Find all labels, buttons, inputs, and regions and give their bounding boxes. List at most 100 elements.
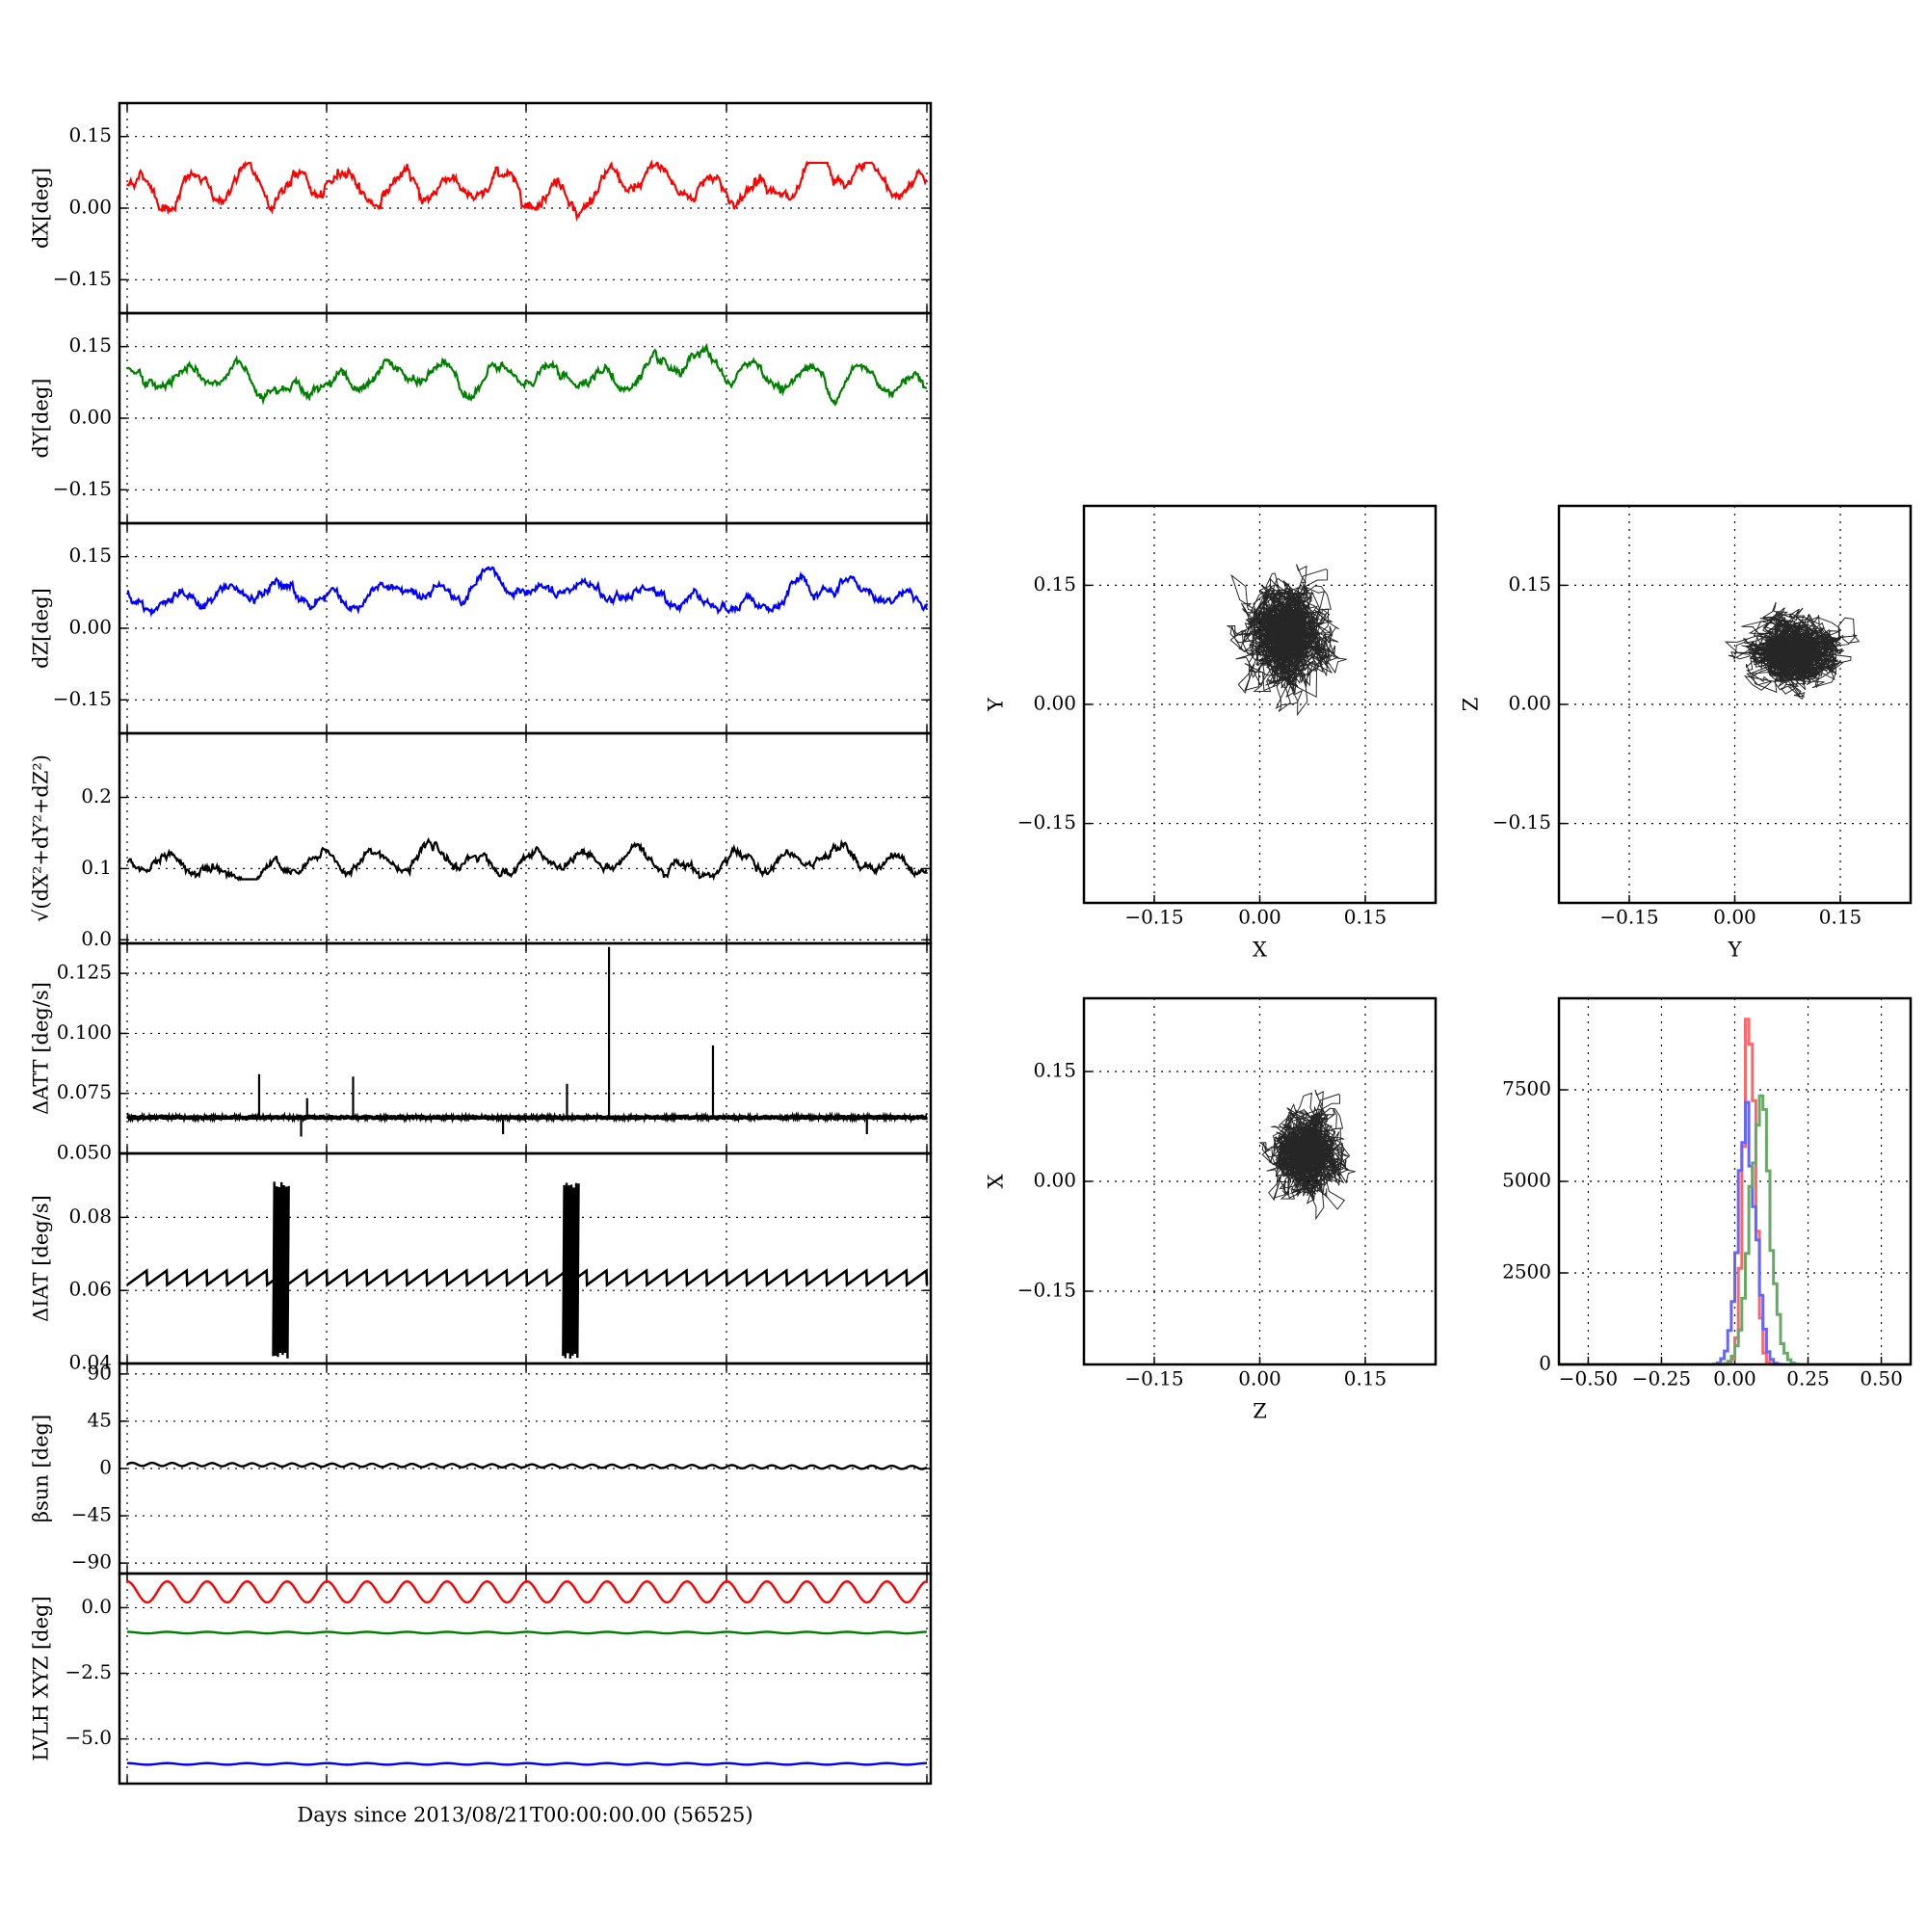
trajectory-cloud <box>1226 564 1347 717</box>
y-axis-label: LVLH XYZ [deg] <box>30 1596 53 1760</box>
x-tick-label: −0.50 <box>1559 1367 1618 1390</box>
zx-scatter-panel: −0.15 0.00 0.15 0.15 0.00 −0.15 Z X <box>985 996 1438 1423</box>
x-tick-label: 0.15 <box>1344 906 1387 929</box>
y-tick-label: 0 <box>99 1456 112 1479</box>
x-axis-label: X <box>1253 939 1267 962</box>
x-tick-label: 0.15 <box>1819 906 1862 929</box>
histogram-panel: −0.50 −0.25 0.00 0.25 0.50 7500 5000 2500 0 <box>1502 996 1913 1390</box>
y-tick-label: 0.00 <box>1033 692 1076 715</box>
axes-frame <box>118 311 933 525</box>
y-tick-label: 0.0 <box>81 1595 112 1618</box>
series-line <box>126 1630 928 1635</box>
y-tick-label: 0.15 <box>1033 1059 1076 1082</box>
x-tick-label: 0.00 <box>1238 1367 1281 1390</box>
y-tick-label: −90 <box>71 1550 112 1574</box>
y-tick-label: −0.15 <box>1492 810 1551 834</box>
y-tick-label: 0.15 <box>68 333 112 357</box>
y-tick-label: −45 <box>71 1503 112 1526</box>
axes-frame <box>1557 996 1913 1366</box>
y-tick-label: 0.00 <box>1508 692 1551 715</box>
yz-scatter-panel: −0.15 0.00 0.15 0.15 0.00 −0.15 Y Z <box>1460 504 1913 962</box>
axes-frame <box>1082 504 1438 905</box>
y-tick-label: −0.15 <box>53 477 112 500</box>
datt-panel: 0.125 0.100 0.075 0.050 ΔATT [deg/s] <box>30 941 933 1164</box>
y-tick-label: 0.08 <box>68 1204 112 1228</box>
y-axis-label: √(dX²+dY²+dZ²) <box>30 754 53 922</box>
y-tick-label: 0.15 <box>68 123 112 146</box>
y-axis-label: dX[deg] <box>30 168 53 249</box>
x-axis-label: Z <box>1253 1400 1267 1423</box>
y-tick-label: 2500 <box>1502 1260 1551 1284</box>
x-tick-label: 0.50 <box>1860 1367 1903 1390</box>
diat-panel: 0.08 0.06 0.04 ΔIAT [deg/s] <box>30 1151 933 1374</box>
y-tick-label: 7500 <box>1502 1077 1551 1100</box>
y-tick-label: −0.15 <box>1017 810 1076 834</box>
axes-frame <box>1082 996 1438 1366</box>
y-tick-label: 0.00 <box>68 196 112 219</box>
axes-frame <box>1557 504 1913 905</box>
series-line <box>126 1268 929 1287</box>
y-tick-label: 0.100 <box>57 1020 112 1044</box>
y-tick-label: 0.15 <box>68 543 112 567</box>
axes-frame <box>118 521 933 735</box>
series-line <box>126 159 928 223</box>
y-tick-label: 0.04 <box>68 1351 112 1374</box>
y-tick-label: 0.075 <box>57 1080 112 1103</box>
series-line <box>126 566 929 618</box>
x-tick-label: 0.15 <box>1344 1367 1387 1390</box>
series-line <box>126 342 928 407</box>
y-tick-label: 0.0 <box>81 927 112 950</box>
x-axis-label: Days since 2013/08/21T00:00:00.00 (56525… <box>297 1804 752 1827</box>
y-tick-label: 0.2 <box>81 784 112 807</box>
y-tick-label: 0.125 <box>57 961 112 984</box>
y-tick-label: 45 <box>88 1408 112 1431</box>
y-tick-label: 5000 <box>1502 1169 1551 1192</box>
y-tick-label: 90 <box>88 1361 112 1384</box>
histogram-step <box>1559 1100 1911 1366</box>
y-axis-label: βsun [deg] <box>30 1415 53 1522</box>
burst-mark <box>272 1181 290 1359</box>
trajectory-cloud <box>1258 1089 1356 1221</box>
y-tick-label: 0.00 <box>68 616 112 639</box>
trajectory-cloud <box>1724 601 1861 701</box>
y-axis-label: dZ[deg] <box>30 588 53 669</box>
y-tick-label: 0 <box>1539 1352 1551 1375</box>
y-tick-label: −0.15 <box>1017 1279 1076 1302</box>
dr-panel: 0.2 0.1 0.0 √(dX²+dY²+dZ²) <box>30 731 933 950</box>
y-tick-label: 0.050 <box>57 1141 112 1164</box>
y-axis-label: ΔATT [deg/s] <box>30 982 53 1115</box>
lvlh-panel: 0.0 −2.5 −5.0 LVLH XYZ [deg] Days since 2013… <box>30 1572 933 1827</box>
y-axis-label: X <box>985 1174 1008 1188</box>
axes-frame <box>118 1151 933 1365</box>
x-tick-label: 0.00 <box>1713 1367 1756 1390</box>
y-tick-label: −2.5 <box>65 1660 112 1683</box>
axes-frame <box>118 731 933 945</box>
x-tick-label: 0.00 <box>1238 906 1281 929</box>
y-tick-label: 0.1 <box>81 856 112 879</box>
y-axis-label: Z <box>1460 698 1483 712</box>
y-tick-label: 0.00 <box>1033 1169 1076 1192</box>
y-tick-label: 0.15 <box>1033 572 1076 595</box>
xy-scatter-panel: −0.15 0.00 0.15 0.15 0.00 −0.15 X Y <box>985 504 1438 962</box>
x-tick-label: −0.15 <box>1124 1367 1183 1390</box>
axes-frame <box>118 1572 933 1786</box>
y-axis-label: ΔIAT [deg/s] <box>30 1195 53 1322</box>
y-tick-label: 0.15 <box>1508 572 1551 595</box>
series-line <box>126 1461 928 1470</box>
y-axis-label: dY[deg] <box>30 378 53 458</box>
y-tick-label: −0.15 <box>53 687 112 710</box>
series-line <box>126 836 928 882</box>
y-axis-label: Y <box>985 697 1008 712</box>
x-tick-label: −0.15 <box>1124 906 1183 929</box>
y-tick-label: 0.06 <box>68 1278 112 1301</box>
y-tick-label: 0.00 <box>68 406 112 429</box>
x-tick-label: −0.15 <box>1599 906 1658 929</box>
x-tick-label: 0.00 <box>1713 906 1756 929</box>
x-tick-label: −0.25 <box>1632 1367 1691 1390</box>
axes-frame <box>118 1362 933 1575</box>
series-line <box>126 1579 928 1604</box>
